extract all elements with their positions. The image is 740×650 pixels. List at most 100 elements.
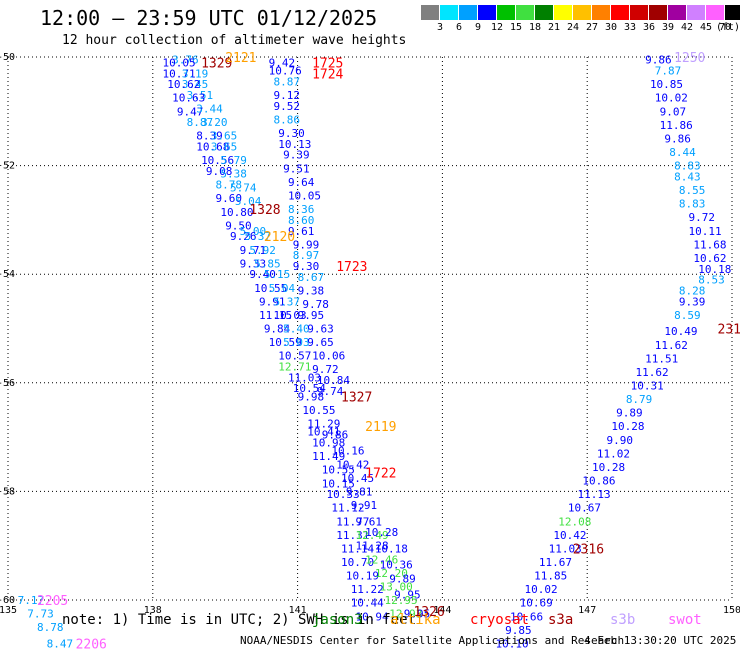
wave-height-value: 11.15 bbox=[259, 309, 292, 322]
lat-tick-label: -58 bbox=[0, 486, 15, 497]
scale-label: 15 bbox=[510, 22, 523, 33]
scale-unit: (ft) bbox=[716, 22, 740, 33]
pass-time-label: 2121 bbox=[225, 51, 256, 66]
wave-height-value: 3.45 bbox=[182, 78, 209, 91]
wave-height-value: 10.98 bbox=[312, 437, 345, 450]
wave-height-value: 11.14 bbox=[341, 542, 374, 555]
wave-height-value: 11.86 bbox=[660, 119, 693, 132]
wave-height-value: 10.31 bbox=[631, 380, 664, 393]
wave-height-value: 9.89 bbox=[616, 407, 643, 420]
wave-height-value: 10.11 bbox=[689, 225, 722, 238]
wave-height-value: 7.73 bbox=[27, 608, 54, 621]
scale-swatch bbox=[573, 5, 592, 20]
wave-height-value: 9.95 bbox=[298, 309, 325, 322]
wave-height-value: 8.55 bbox=[679, 184, 706, 197]
lon-tick-label: 135 bbox=[0, 605, 17, 616]
pass-time-label: 1326 bbox=[413, 605, 444, 620]
wave-height-value: 9.61 bbox=[356, 515, 383, 528]
wave-height-value: 10.05 bbox=[162, 56, 195, 69]
scale-label: 18 bbox=[529, 22, 542, 33]
wave-height-value: 8.83 bbox=[674, 160, 701, 173]
wave-height-value: 10.18 bbox=[698, 263, 731, 276]
pass-time-label: 1722 bbox=[365, 466, 396, 481]
wave-height-value: 9.42 bbox=[269, 56, 296, 69]
scale-swatch bbox=[611, 5, 630, 20]
wave-height-value: 10.45 bbox=[341, 472, 374, 485]
scale-label: 12 bbox=[491, 22, 504, 33]
wave-height-value: 11.22 bbox=[351, 583, 384, 596]
wave-height-value: 9.61 bbox=[288, 225, 315, 238]
wave-height-value: 9.33 bbox=[240, 257, 267, 270]
wave-height-value: 5.38 bbox=[220, 168, 247, 181]
lat-tick-label: -60 bbox=[0, 595, 15, 606]
pass-time-label: 2206 bbox=[76, 637, 107, 650]
wave-height-value: 10.36 bbox=[380, 559, 413, 572]
wave-height-value: 10.54 bbox=[293, 382, 326, 395]
wave-height-value: 9.89 bbox=[389, 572, 416, 585]
wave-height-value: 5.37 bbox=[245, 230, 271, 243]
wave-height-value: 10.86 bbox=[582, 475, 615, 488]
wave-height-value: 10.41 bbox=[307, 426, 340, 439]
lon-tick-label: 150 bbox=[723, 605, 740, 616]
wave-height-value: 10.55 bbox=[322, 464, 355, 477]
wave-height-value: 9.71 bbox=[240, 244, 267, 257]
wave-height-value: 10.13 bbox=[278, 138, 311, 151]
wave-height-value: 10.76 bbox=[269, 65, 302, 78]
legend-altika: altika bbox=[390, 612, 441, 628]
wave-height-value: 10.94 bbox=[356, 610, 389, 623]
wave-height-value: 10.42 bbox=[336, 458, 369, 471]
wave-height-value: 11.03 bbox=[288, 371, 321, 384]
wave-height-value: 9.65 bbox=[307, 336, 334, 349]
wave-height-value: 5.15 bbox=[264, 268, 291, 281]
wave-height-value: 10.18 bbox=[375, 542, 408, 555]
wave-height-value: 9.40 bbox=[249, 268, 275, 281]
pass-time-label: 2205 bbox=[37, 594, 68, 609]
pass-time-label: 1725 bbox=[312, 56, 343, 71]
wave-height-value: 8.59 bbox=[674, 309, 701, 322]
legend-jason3: jason3 bbox=[312, 612, 363, 628]
wave-height-value: 12.71 bbox=[278, 361, 311, 374]
wave-height-value: 10.05 bbox=[288, 189, 321, 202]
legend-s3a: s3a bbox=[548, 612, 574, 628]
wave-height-value: 9.51 bbox=[283, 162, 310, 175]
wave-height-value: 5.04 bbox=[269, 282, 296, 295]
scale-swatch bbox=[592, 5, 611, 20]
wave-height-value: 8.87 bbox=[273, 75, 300, 88]
wave-height-value: 9.07 bbox=[660, 105, 687, 118]
wave-height-value: 13.00 bbox=[380, 580, 413, 593]
wave-height-value: 9.84 bbox=[264, 323, 291, 336]
wave-height-value: 9.72 bbox=[689, 211, 716, 224]
wave-height-value: 9.72 bbox=[312, 363, 339, 376]
wave-height-value: 8.43 bbox=[674, 170, 701, 183]
wave-height-value: 8.53 bbox=[698, 274, 725, 287]
wave-height-value: 11.67 bbox=[539, 556, 572, 569]
pass-time-label: 2317 bbox=[718, 323, 740, 338]
wave-height-value: 11.49 bbox=[312, 450, 345, 463]
wave-height-value: 11.68 bbox=[693, 238, 726, 251]
wave-height-value: 10.03 bbox=[273, 309, 306, 322]
scale-label: 33 bbox=[624, 22, 637, 33]
lat-tick-label: -56 bbox=[0, 378, 15, 389]
wave-height-value: 11.51 bbox=[645, 352, 678, 365]
wave-height-value: 10.70 bbox=[341, 556, 374, 569]
pass-time-label: 1327 bbox=[341, 390, 372, 405]
wave-height-value: 12.95 bbox=[384, 594, 417, 607]
wave-height-value: 10.71 bbox=[162, 67, 195, 80]
wave-height-value: 10.69 bbox=[520, 597, 553, 610]
pass-time-label: 2316 bbox=[573, 542, 604, 557]
wave-height-value: 9.95 bbox=[394, 589, 421, 602]
wave-height-value: 9.52 bbox=[273, 100, 300, 113]
wave-height-value: 10.19 bbox=[346, 570, 379, 583]
wave-height-value: 9.47 bbox=[177, 105, 204, 118]
page-title: 12:00 — 23:59 UTC 01/12/2025 bbox=[40, 6, 378, 30]
wave-height-value: 11.62 bbox=[635, 366, 668, 379]
wave-height-value: 10.02 bbox=[524, 583, 557, 596]
wave-height-value: 10.84 bbox=[317, 374, 350, 387]
page-subtitle: 12 hour collection of altimeter wave hei… bbox=[62, 33, 407, 48]
scale-label: 3 bbox=[437, 22, 444, 33]
wave-height-value: 5.79 bbox=[220, 154, 247, 167]
wave-height-value: 12.20 bbox=[375, 567, 408, 580]
pass-time-label: 2119 bbox=[365, 420, 396, 435]
wave-height-value: 10.55 bbox=[254, 282, 287, 295]
